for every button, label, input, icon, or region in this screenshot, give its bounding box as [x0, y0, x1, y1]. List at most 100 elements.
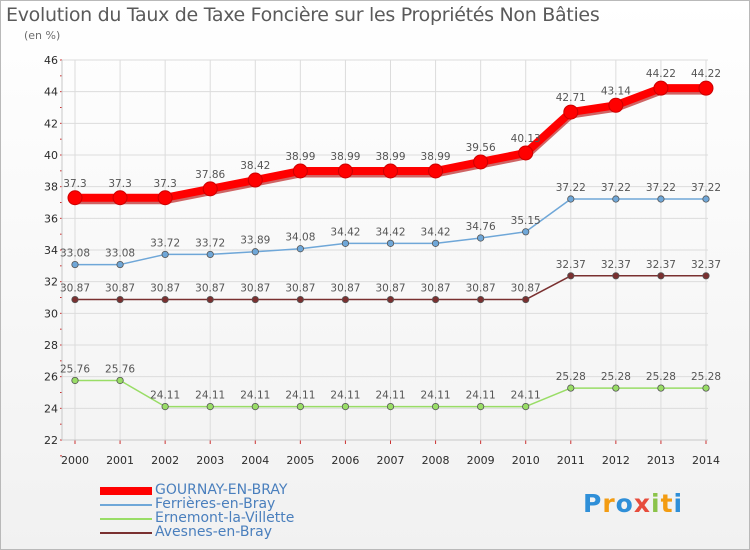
- data-label: 37.22: [646, 182, 676, 194]
- logo-letter: P: [583, 489, 603, 518]
- data-label: 37.22: [691, 182, 721, 194]
- data-label: 30.87: [240, 283, 270, 295]
- data-label: 30.87: [285, 283, 315, 295]
- x-tick-label: 2012: [602, 454, 630, 467]
- data-label: 39.56: [466, 142, 496, 154]
- data-point: [567, 195, 575, 203]
- data-label: 30.87: [195, 283, 225, 295]
- logo-letter: i: [673, 489, 684, 518]
- data-point: [653, 80, 669, 96]
- data-label: 33.89: [240, 235, 270, 247]
- data-point: [296, 295, 304, 304]
- legend-label: Ernemont-la-Villette: [155, 510, 295, 526]
- logo-letter: x: [633, 489, 651, 518]
- data-label: 38.99: [375, 151, 405, 163]
- data-label: 38.99: [285, 151, 315, 163]
- y-tick-label: 38: [44, 181, 58, 194]
- x-tick-label: 2009: [467, 454, 495, 467]
- data-label: 30.87: [330, 283, 360, 295]
- data-point: [116, 295, 124, 304]
- data-point: [657, 195, 665, 203]
- data-label: 24.11: [421, 390, 451, 402]
- data-point: [431, 295, 440, 304]
- logo-letter: o: [615, 489, 634, 518]
- logo-letter: t: [660, 489, 674, 518]
- data-label: 33.08: [60, 248, 90, 260]
- data-point: [161, 295, 169, 304]
- data-point: [112, 190, 128, 206]
- data-label: 33.72: [195, 237, 225, 249]
- data-label: 25.28: [691, 371, 721, 383]
- logo-letter: i: [651, 489, 661, 518]
- data-point: [386, 239, 395, 247]
- data-label: 40.13: [511, 133, 541, 145]
- data-point: [71, 376, 79, 385]
- y-tick-label: 36: [44, 212, 58, 225]
- data-label: 24.11: [466, 390, 496, 402]
- x-tick-label: 2006: [331, 454, 359, 467]
- data-label: 37.22: [556, 182, 586, 194]
- data-label: 37.3: [153, 178, 176, 190]
- data-point: [161, 250, 169, 259]
- data-label: 38.42: [240, 160, 270, 172]
- data-label: 32.37: [601, 259, 631, 271]
- data-label: 30.87: [60, 283, 90, 295]
- y-tick-label: 42: [44, 117, 58, 130]
- data-label: 44.22: [646, 68, 676, 80]
- y-tick-label: 40: [44, 149, 58, 162]
- data-point: [71, 260, 79, 269]
- data-label: 30.87: [105, 283, 135, 295]
- data-point: [612, 272, 620, 280]
- y-tick-label: 28: [44, 339, 58, 352]
- data-labels: 37.3 37.3 37.3 37.86 38.42 38.99 38.99 38.99 38.…: [60, 68, 721, 401]
- data-point: [477, 295, 485, 304]
- data-label: 33.72: [150, 237, 180, 249]
- data-point: [702, 195, 710, 203]
- x-tick-label: 2002: [151, 454, 179, 467]
- data-point: [116, 376, 124, 385]
- data-point: [477, 234, 485, 242]
- data-label: 24.11: [511, 390, 541, 402]
- data-label: 32.37: [556, 259, 586, 271]
- data-label: 37.3: [108, 178, 131, 190]
- data-label: 43.14: [601, 85, 631, 97]
- data-label: 24.11: [285, 390, 315, 402]
- data-point: [296, 245, 304, 253]
- y-tick-label: 26: [44, 371, 58, 384]
- proxiti-logo: Proxiti: [583, 489, 683, 518]
- logo-letter: r: [602, 489, 616, 518]
- data-point: [612, 384, 620, 392]
- data-point: [157, 190, 173, 206]
- grid: [62, 59, 708, 441]
- y-tick-label: 24: [44, 402, 58, 415]
- data-label: 37.3: [63, 178, 86, 190]
- data-label: 37.22: [601, 182, 631, 194]
- data-point: [116, 260, 124, 269]
- data-point: [612, 195, 620, 203]
- data-point: [251, 402, 259, 411]
- x-tick-label: 2004: [241, 454, 269, 467]
- x-tick-label: 2010: [512, 454, 540, 467]
- x-tick-label: 2000: [61, 454, 89, 467]
- data-label: 37.86: [195, 169, 225, 181]
- x-tick-label: 2005: [286, 454, 314, 467]
- data-point: [341, 402, 350, 411]
- data-label: 42.71: [556, 92, 586, 104]
- data-label: 24.11: [375, 390, 405, 402]
- data-point: [698, 80, 714, 96]
- y-tick-label: 44: [44, 86, 58, 99]
- y-tick-label: 32: [44, 276, 58, 289]
- y-tick-label: 22: [44, 434, 58, 447]
- data-point: [161, 402, 169, 411]
- data-label: 25.28: [646, 371, 676, 383]
- data-point: [296, 402, 304, 411]
- data-point: [67, 190, 83, 206]
- data-point: [206, 295, 214, 304]
- y-tick-label: 46: [44, 54, 58, 67]
- data-label: 34.42: [330, 226, 360, 238]
- axes: 22 24 26 28 30 32 34 36 38 40 42 44 46 2000 2001 2002 20…: [44, 54, 720, 467]
- data-label: 30.87: [466, 283, 496, 295]
- data-point: [386, 402, 395, 411]
- data-point: [473, 154, 489, 170]
